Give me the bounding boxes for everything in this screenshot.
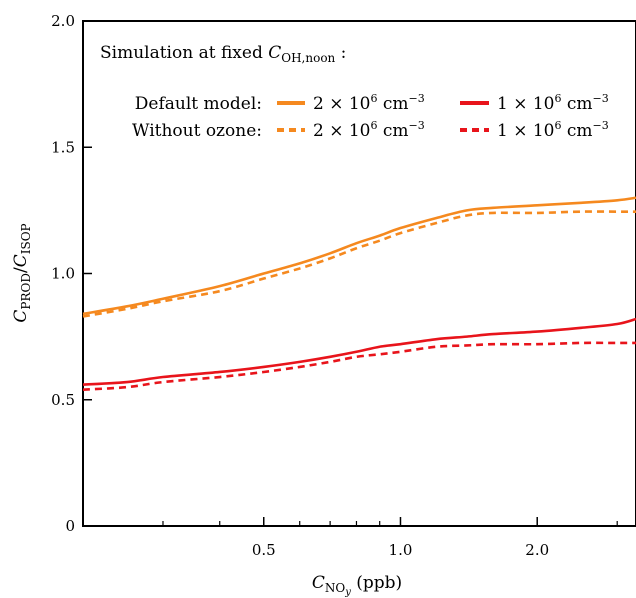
legend-label-orange-default: 2 × 106 cm−3 xyxy=(313,92,425,114)
x-tick-label: 0.5 xyxy=(252,541,276,559)
x-tick-label: 2.0 xyxy=(525,541,549,559)
y-axis-label: CPROD/CISOP xyxy=(11,223,33,322)
y-tick-label: 1.5 xyxy=(51,138,75,156)
legend-label-orange-without-ozone: 2 × 106 cm−3 xyxy=(313,119,425,141)
legend-row-label-without-ozone: Without ozone: xyxy=(132,121,262,141)
series-line-0 xyxy=(82,196,636,316)
legend-label-red-without-ozone: 1 × 106 cm−3 xyxy=(497,119,609,141)
series-line-3 xyxy=(82,341,636,391)
series-line-2 xyxy=(82,317,636,386)
legend-label-red-default: 1 × 106 cm−3 xyxy=(497,92,609,114)
x-tick-label: 1.0 xyxy=(389,541,413,559)
x-axis-label: CNOy (ppb) xyxy=(312,573,402,598)
series-line-1 xyxy=(82,210,636,318)
y-axis-ticks: 0 0.5 1.0 1.5 2.0 xyxy=(51,12,92,535)
y-tick-label: 1.0 xyxy=(51,265,75,283)
y-tick-label: 2.0 xyxy=(51,12,75,30)
legend-row-label-default: Default model: xyxy=(135,94,262,114)
y-tick-label: 0 xyxy=(65,517,75,535)
legend-title: Simulation at fixed COH,noon : xyxy=(100,43,346,65)
y-tick-label: 0.5 xyxy=(51,391,75,409)
x-axis-ticks: 0.5 1.0 2.0 xyxy=(162,517,618,559)
legend: Simulation at fixed COH,noon : Default m… xyxy=(100,43,609,141)
series-layer xyxy=(82,196,636,391)
